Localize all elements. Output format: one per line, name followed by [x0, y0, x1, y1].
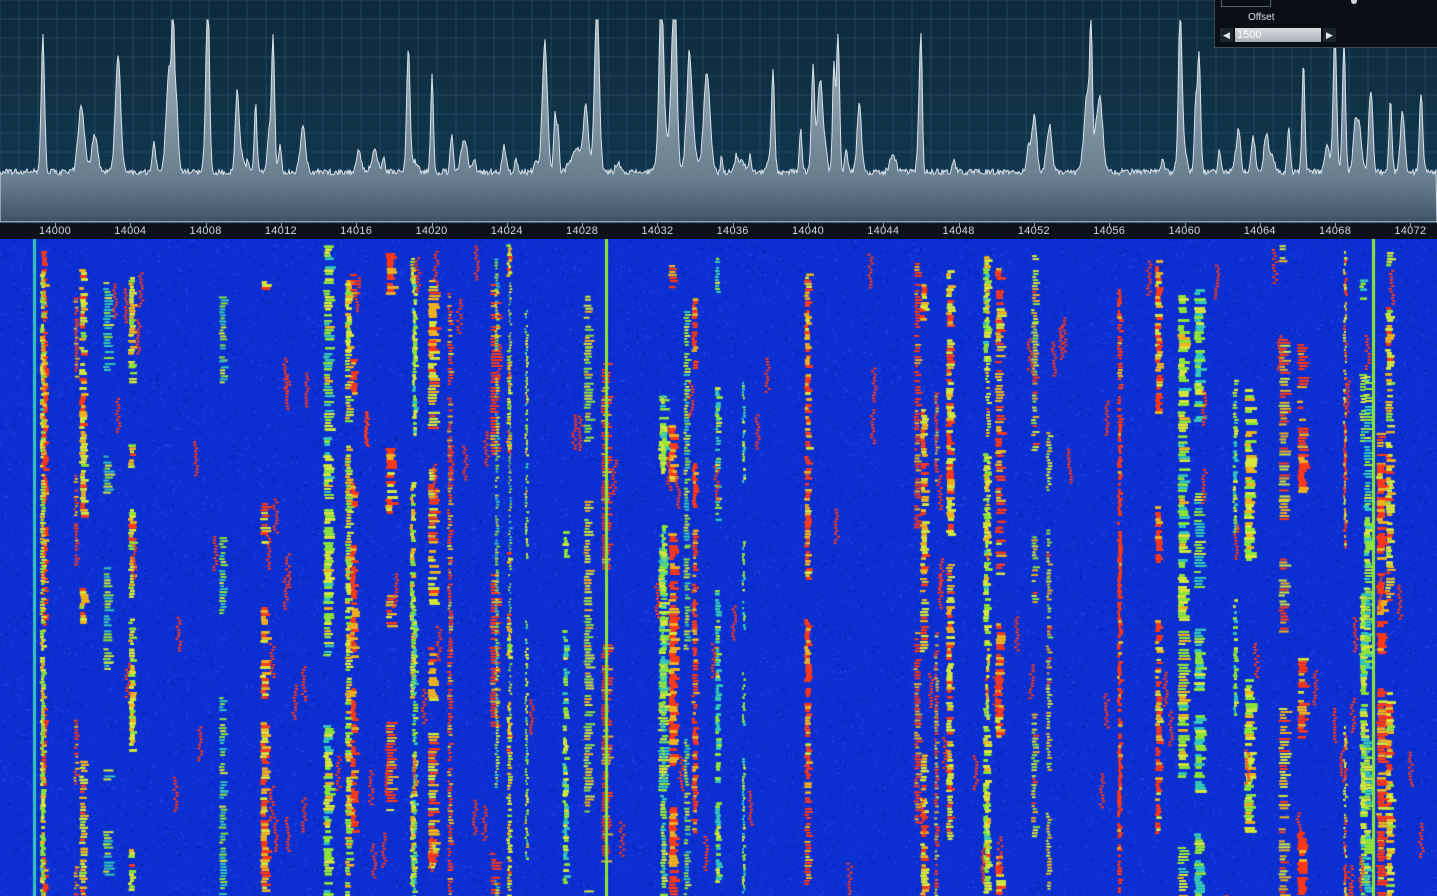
- waterfall-display[interactable]: [0, 239, 1437, 896]
- tick-label: 14004: [114, 225, 147, 237]
- tick-label: 14040: [791, 225, 825, 237]
- tick-label: 14020: [415, 225, 448, 237]
- tick-mark: [356, 223, 358, 227]
- slider-knob[interactable]: [1351, 0, 1357, 4]
- tick-label: 14012: [264, 225, 297, 237]
- tick-label: 14052: [1017, 225, 1050, 237]
- tick-mark: [280, 223, 282, 227]
- tick-mark: [1410, 223, 1412, 227]
- tick-mark: [883, 223, 885, 227]
- tick-mark: [1109, 223, 1111, 227]
- tick-label: 14032: [641, 225, 674, 237]
- spectrum-display[interactable]: [0, 0, 1437, 222]
- tick-label: 14048: [942, 225, 975, 237]
- tick-mark: [205, 223, 207, 227]
- frequency-scale: 14000 14004 14008 14012 14016 14020 14024 14028…: [0, 222, 1437, 240]
- spectrum-plot: [0, 0, 1437, 222]
- tick-mark: [506, 223, 508, 227]
- offset-panel: Offset ◀ ▶: [1214, 0, 1437, 48]
- offset-decrease-button[interactable]: ◀: [1220, 28, 1233, 42]
- left-triangle-icon: ◀: [1223, 30, 1230, 40]
- tick-mark: [1335, 223, 1337, 227]
- tick-label: 14044: [867, 225, 900, 237]
- tick-mark: [732, 223, 734, 227]
- tick-label: 14068: [1319, 225, 1352, 237]
- tick-mark: [130, 223, 132, 227]
- tick-mark: [55, 223, 56, 227]
- offset-increase-button[interactable]: ▶: [1323, 28, 1336, 42]
- tick-label: 14056: [1093, 225, 1126, 237]
- spectrum-trace: [0, 19, 1437, 222]
- tick-mark: [1184, 223, 1186, 227]
- tick-label: 14008: [189, 225, 222, 237]
- tick-label: 14016: [340, 225, 373, 237]
- tick-label: 14064: [1243, 225, 1276, 237]
- offset-label: Offset: [1248, 12, 1275, 23]
- right-triangle-icon: ▶: [1326, 30, 1333, 40]
- offset-input[interactable]: [1235, 28, 1321, 42]
- tick-label: 14036: [716, 225, 749, 237]
- tick-label: 14028: [566, 225, 599, 237]
- tick-mark: [958, 223, 960, 227]
- tick-label: 14060: [1168, 225, 1201, 237]
- tick-mark: [1259, 223, 1261, 227]
- waterfall-canvas[interactable]: [0, 239, 1437, 896]
- tick-mark: [1033, 223, 1035, 227]
- tick-mark: [431, 223, 433, 227]
- tick-label: 14000: [38, 225, 72, 237]
- tick-mark: [808, 223, 809, 227]
- tick-mark: [657, 223, 659, 227]
- tick-label: 14072: [1394, 225, 1427, 237]
- tick-label: 14024: [490, 225, 523, 237]
- panel-tab[interactable]: [1221, 0, 1271, 7]
- tick-mark: [582, 223, 584, 227]
